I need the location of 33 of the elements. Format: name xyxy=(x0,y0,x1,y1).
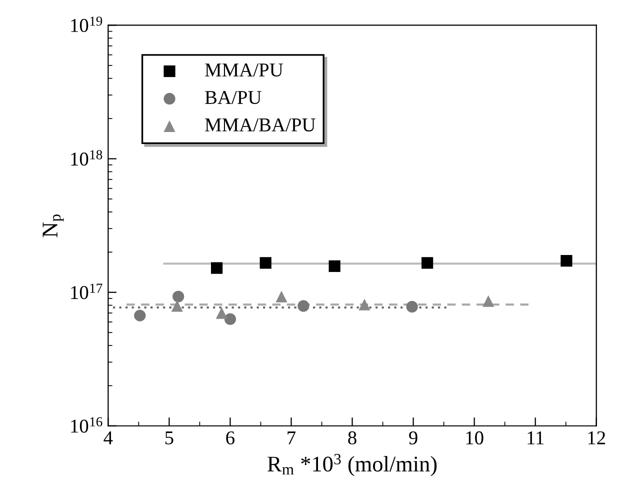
point xyxy=(276,290,288,302)
legend-label: BA/PU xyxy=(205,90,262,104)
point xyxy=(134,310,146,322)
x-tick-label: 6 xyxy=(226,431,234,444)
point xyxy=(560,255,572,267)
point xyxy=(172,290,184,302)
x-tick-label: 12 xyxy=(588,431,606,444)
y-axis-title: N$_{p}$ xyxy=(42,214,64,238)
point xyxy=(260,257,272,269)
point xyxy=(358,298,370,310)
x-tick-label: 10 xyxy=(466,431,484,444)
y-tick-label: 10$^{16}$ xyxy=(71,417,102,433)
y-tick-label: 10$^{17}$ xyxy=(71,284,102,300)
point xyxy=(422,257,434,269)
x-tick-label: 11 xyxy=(528,431,544,444)
x-tick-label: 7 xyxy=(288,432,296,444)
point xyxy=(406,300,418,313)
y-tick-label: 10$^{19}$ xyxy=(71,16,102,32)
point xyxy=(328,260,340,272)
x-tick-label: 4 xyxy=(104,431,113,444)
point xyxy=(482,295,494,307)
point xyxy=(224,313,236,325)
point xyxy=(171,300,183,312)
x-tick-label: 9 xyxy=(409,431,418,444)
x-axis-title: R$_{m}$ *10$^{3}$ (mol/min) xyxy=(268,454,437,476)
x-tick-label: 8 xyxy=(348,431,356,444)
point xyxy=(216,307,228,319)
x-tick-label: 5 xyxy=(165,432,174,444)
point xyxy=(210,262,223,274)
legend-label: MMA/PU xyxy=(205,64,283,77)
point xyxy=(298,300,310,312)
legend-label: MMA/BA/PU xyxy=(205,118,316,132)
y-tick-label: 10$^{18}$ xyxy=(71,150,102,166)
